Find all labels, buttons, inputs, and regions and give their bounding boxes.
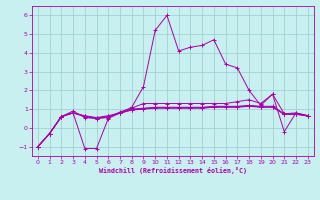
X-axis label: Windchill (Refroidissement éolien,°C): Windchill (Refroidissement éolien,°C): [99, 167, 247, 174]
